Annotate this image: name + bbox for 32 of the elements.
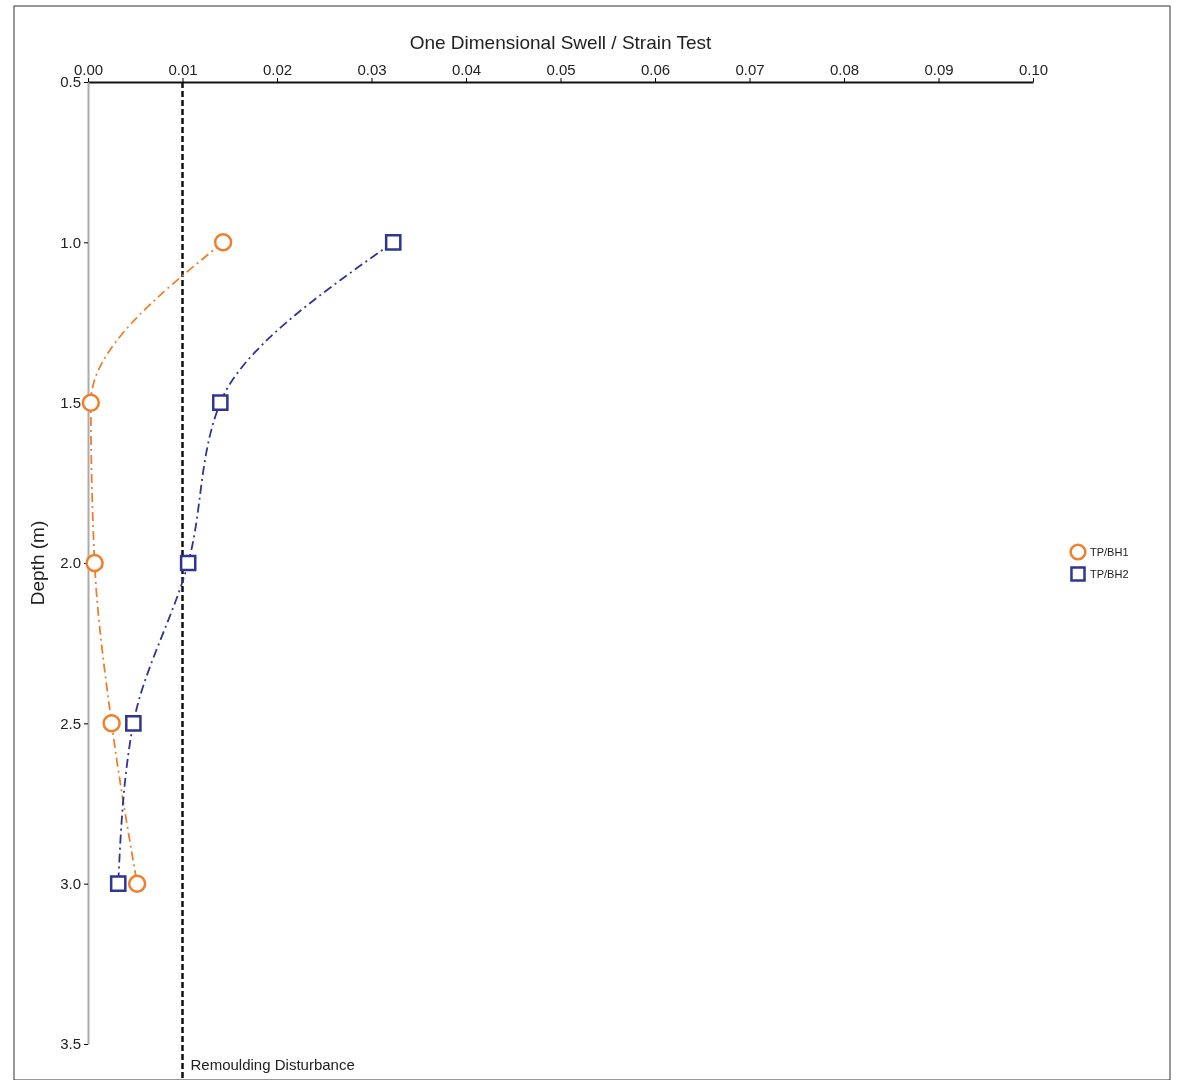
y-tick-label: 1.0	[60, 233, 81, 251]
point	[384, 234, 402, 251]
x-tick-label: 0.03	[357, 61, 387, 78]
y-tick-label: 2.0	[60, 554, 81, 572]
x-axis-title: One Dimensional Swell / Strain Test	[409, 32, 713, 53]
point	[211, 394, 229, 411]
point	[109, 875, 127, 892]
point	[179, 554, 197, 572]
x-tick-label: 0.08	[829, 61, 860, 78]
point	[127, 874, 147, 893]
y-tick-label: 2.5	[60, 714, 81, 732]
legend-label: TP/BH2	[1090, 568, 1129, 580]
y-tick-label: 1.5	[60, 393, 81, 411]
point	[81, 393, 101, 412]
y-tick-label: 3.0	[60, 874, 81, 892]
x-tick-label: 0.01	[168, 61, 198, 78]
point	[125, 715, 142, 732]
point	[213, 233, 233, 252]
point	[102, 714, 121, 733]
legend-label: TP/BH1	[1090, 546, 1129, 558]
x-tick-label: 0.10	[1018, 61, 1049, 78]
x-tick-label: 0.00	[73, 61, 104, 78]
y-tick-label: 3.5	[60, 1035, 81, 1053]
x-tick-label: 0.05	[546, 61, 576, 78]
ref-line-label: Remoulding Disturbance	[190, 1056, 355, 1073]
x-tick-label: 0.07	[735, 61, 765, 78]
x-tick-label: 0.09	[924, 61, 954, 78]
x-tick-label: 0.04	[451, 61, 482, 78]
x-tick-label: 0.02	[262, 61, 293, 78]
x-tick-label: 0.06	[640, 61, 671, 78]
y-axis-title: Depth (m)	[27, 520, 48, 606]
point	[85, 553, 104, 573]
